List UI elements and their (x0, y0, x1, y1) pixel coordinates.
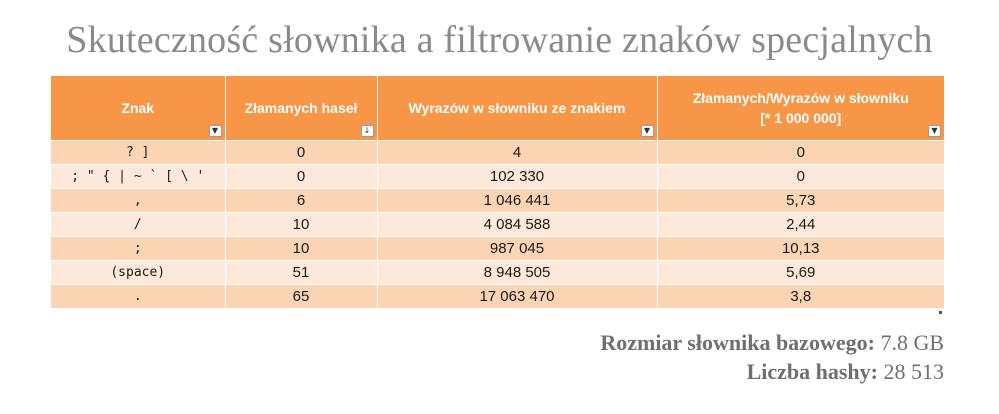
cell-znak[interactable]: . (51, 284, 226, 308)
cell-ratio[interactable]: 0 (657, 164, 944, 189)
cell-wyrazow[interactable]: 102 330 (377, 164, 658, 189)
table-row: ; 10 987 045 10,13 (51, 236, 944, 261)
hash-count-label: Liczba hashy: (746, 359, 878, 384)
cell-ratio[interactable]: 0 (657, 140, 944, 165)
cell-znak[interactable]: / (51, 212, 226, 237)
cell-zlamanych[interactable]: 10 (225, 236, 378, 261)
filter-dropdown-icon[interactable]: ▼ (640, 125, 654, 137)
page-title: Skuteczność słownika a filtrowanie znakó… (66, 19, 933, 61)
column-header-label: Złamanych/Wyrazów w słowniku (692, 90, 909, 106)
cell-znak[interactable]: (space) (51, 260, 226, 285)
cell-znak[interactable]: ; " { | ~ ` [ \ ' (51, 164, 226, 189)
cell-zlamanych[interactable]: 0 (225, 140, 378, 165)
table-header-row: Znak ▼ Złamanych haseł ↓ Wyrazów w słown… (51, 76, 944, 141)
hash-count-value: 28 513 (883, 359, 945, 384)
cell-znak[interactable]: ? ] (51, 140, 226, 165)
cell-ratio[interactable]: 3,8 (657, 284, 944, 308)
results-table: Znak ▼ Złamanych haseł ↓ Wyrazów w słown… (51, 76, 944, 308)
table-row: , 6 1 046 441 5,73 (51, 188, 944, 213)
column-header-zlamanych[interactable]: Złamanych haseł ↓ (225, 76, 378, 141)
table-row: (space) 51 8 948 505 5,69 (51, 260, 944, 285)
cell-zlamanych[interactable]: 10 (225, 212, 378, 237)
cell-wyrazow[interactable]: 8 948 505 (377, 260, 658, 285)
cell-zlamanych[interactable]: 51 (225, 260, 378, 285)
dict-size-value: 7.8 GB (880, 330, 944, 355)
cell-ratio[interactable]: 10,13 (657, 236, 944, 261)
cell-ratio[interactable]: 5,73 (657, 188, 944, 213)
table-row: . 65 17 063 470 3,8 (51, 284, 944, 308)
filter-dropdown-icon[interactable]: ▼ (208, 125, 222, 137)
cell-znak[interactable]: , (51, 188, 226, 213)
cell-znak[interactable]: ; (51, 236, 226, 261)
table-row: ? ] 0 4 0 (51, 140, 944, 165)
cell-wyrazow[interactable]: 17 063 470 (377, 284, 658, 308)
dict-size-line: Rozmiar słownika bazowego: 7.8 GB (600, 330, 944, 356)
column-header-sublabel: [* 1 000 000] (760, 110, 842, 126)
hash-count-line: Liczba hashy: 28 513 (747, 359, 944, 385)
column-header-znak[interactable]: Znak ▼ (51, 76, 226, 141)
cell-zlamanych[interactable]: 6 (225, 188, 378, 213)
cell-wyrazow[interactable]: 4 (377, 140, 658, 165)
column-header-label: Złamanych haseł (244, 100, 358, 116)
cell-wyrazow[interactable]: 4 084 588 (377, 212, 658, 237)
cell-wyrazow[interactable]: 1 046 441 (377, 188, 658, 213)
table-row: ; " { | ~ ` [ \ ' 0 102 330 0 (51, 164, 944, 189)
table-row: / 10 4 084 588 2,44 (51, 212, 944, 237)
cell-zlamanych[interactable]: 0 (225, 164, 378, 189)
column-header-label: Znak (121, 100, 155, 116)
cell-zlamanych[interactable]: 65 (225, 284, 378, 308)
dict-size-label: Rozmiar słownika bazowego: (600, 330, 875, 355)
sort-filter-icon[interactable]: ↓ (360, 125, 374, 137)
column-header-wyrazow[interactable]: Wyrazów w słowniku ze znakiem ▼ (377, 76, 658, 141)
cell-ratio[interactable]: 5,69 (657, 260, 944, 285)
cell-ratio[interactable]: 2,44 (657, 212, 944, 237)
column-header-ratio[interactable]: Złamanych/Wyrazów w słowniku [* 1 000 00… (657, 76, 944, 141)
column-header-label: Wyrazów w słowniku ze znakiem (408, 100, 626, 116)
filter-dropdown-icon[interactable]: ▼ (928, 125, 941, 137)
table-resize-handle[interactable] (939, 311, 942, 314)
cell-wyrazow[interactable]: 987 045 (377, 236, 658, 261)
